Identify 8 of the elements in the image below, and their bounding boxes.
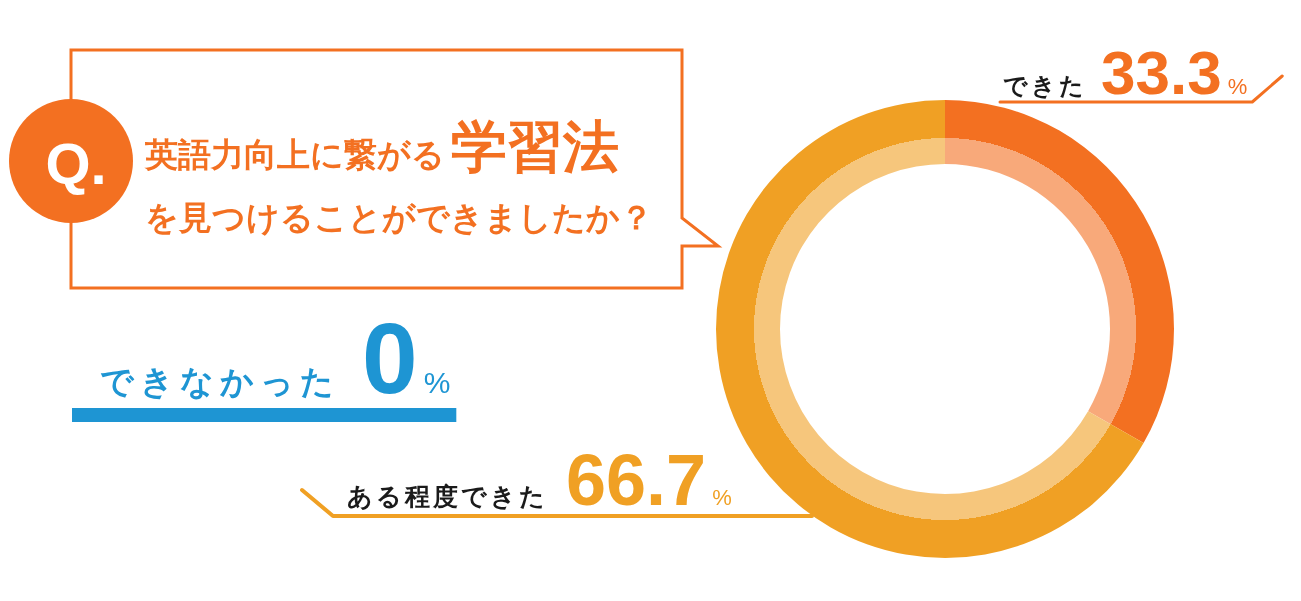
category-label: できなかった [100, 363, 340, 400]
text: Q. [45, 130, 107, 196]
text: 0% [362, 302, 451, 414]
slice-label: ある程度できた [347, 482, 548, 510]
text: 英語力向上に繋がる学習法を見つけることができましたか？ [144, 115, 653, 236]
data-label: 33.3% [1101, 38, 1248, 107]
data-label: 66.7% [566, 440, 732, 520]
slice-label: できた [1003, 72, 1087, 99]
